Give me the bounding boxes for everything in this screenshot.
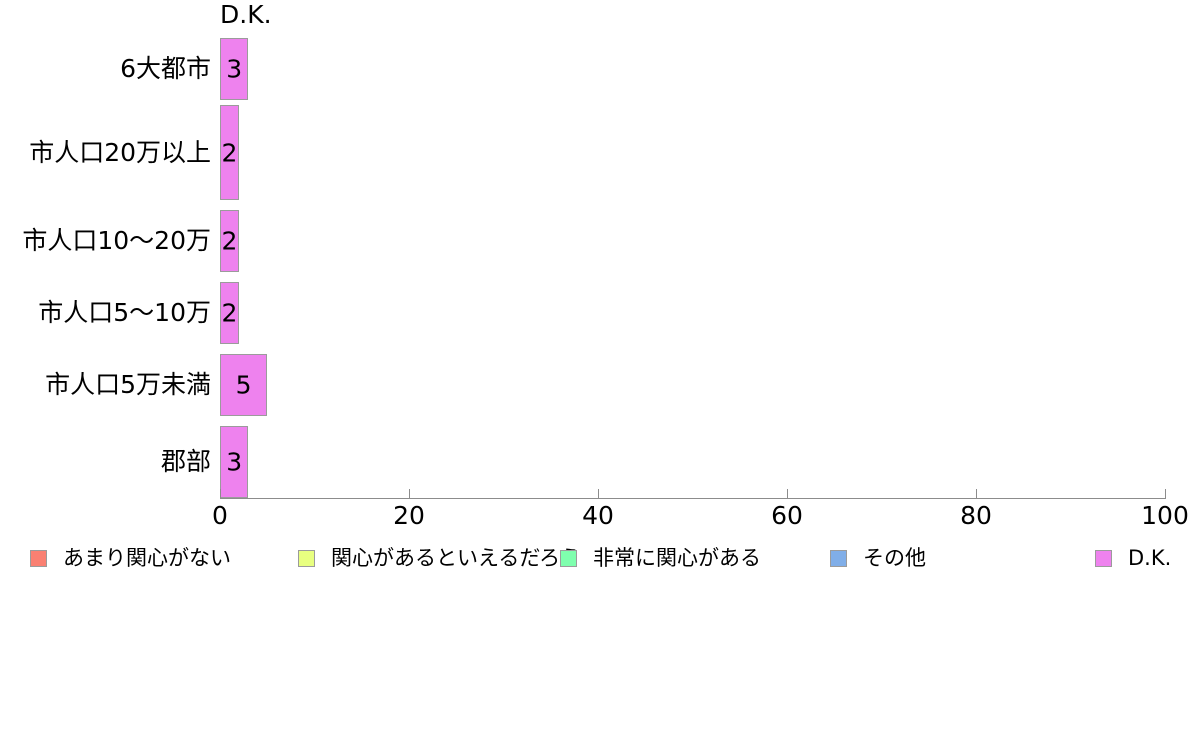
legend-swatch-icon: [298, 549, 315, 567]
legend-label: 関心があるといえるだろう: [331, 546, 582, 570]
bar-segment[interactable]: [220, 38, 249, 100]
legend-swatch-icon: [1095, 549, 1112, 567]
legend-label: D.K.: [1128, 546, 1172, 570]
x-tick-label: 20: [393, 501, 425, 530]
x-tick-label: 100: [1141, 501, 1188, 530]
legend-item[interactable]: その他: [830, 543, 926, 573]
legend-label: あまり関心がない: [63, 546, 231, 570]
bar-value-label: 3: [226, 447, 243, 477]
x-tick-mark: [220, 489, 221, 499]
category-label: 市人口10〜20万: [22, 226, 211, 255]
x-tick-mark: [598, 489, 599, 499]
plot-area: 3 2 2 2 5 3: [220, 33, 1165, 498]
bar-segment[interactable]: [220, 426, 249, 498]
x-tick-label: 40: [582, 501, 614, 530]
bar-segment[interactable]: [220, 354, 268, 416]
x-tick-mark: [787, 489, 788, 499]
legend-label: 非常に関心がある: [593, 546, 761, 570]
legend-item[interactable]: 関心があるといえるだろう: [298, 543, 581, 573]
x-tick-mark: [976, 489, 977, 499]
series-title: D.K.: [220, 0, 272, 29]
legend-item[interactable]: 非常に関心がある: [560, 543, 761, 573]
bar-value-label: 3: [226, 54, 243, 84]
bar-row: 2: [220, 282, 1165, 344]
bar-row: 5: [220, 354, 1165, 416]
x-tick-label: 0: [212, 501, 228, 530]
bar-row: 3: [220, 38, 1165, 100]
legend-swatch-icon: [30, 549, 47, 567]
bar-row: 3: [220, 426, 1165, 498]
legend-label: その他: [863, 546, 926, 570]
legend-item[interactable]: あまり関心がない: [30, 543, 231, 573]
bar-value-label: 2: [221, 298, 238, 328]
bar-value-label: 2: [221, 226, 238, 256]
category-label: 6大都市: [120, 54, 211, 83]
x-axis-line: [220, 498, 1166, 499]
bar-value-label: 5: [235, 370, 252, 400]
bar-segment[interactable]: [220, 210, 239, 272]
bar-value-label: 2: [221, 138, 238, 167]
category-label: 市人口20万以上: [29, 137, 211, 167]
x-tick-label: 60: [771, 501, 803, 530]
x-tick-mark: [1165, 489, 1166, 499]
bar-row: 2: [220, 105, 1165, 200]
legend-item[interactable]: D.K.: [1095, 543, 1171, 573]
chart-legend: あまり関心がない 関心があるといえるだろう 非常に関心がある その他 D.K.: [0, 543, 1188, 573]
bar-row: 2: [220, 210, 1165, 272]
legend-swatch-icon: [830, 549, 847, 567]
x-tick-label: 80: [960, 501, 992, 530]
category-label: 郡部: [160, 447, 211, 476]
category-label: 市人口5〜10万: [38, 298, 211, 327]
bar-segment[interactable]: [220, 282, 239, 344]
bar-segment[interactable]: [220, 105, 239, 200]
category-label: 市人口5万未満: [45, 370, 211, 399]
legend-swatch-icon: [560, 549, 577, 567]
x-tick-mark: [409, 489, 410, 499]
